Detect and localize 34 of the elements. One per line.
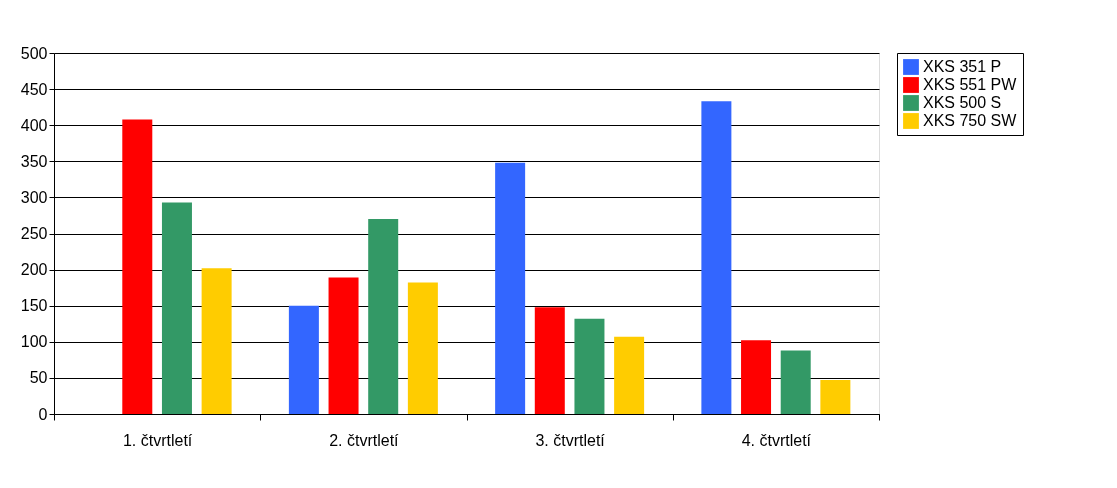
x-tick-label: 4. čtvrtletí [741,431,812,449]
x-tick-label: 1. čtvrtletí [122,431,193,449]
y-tick-label: 500 [20,44,48,62]
bar [122,119,153,414]
bar [780,350,811,414]
bar [368,219,399,414]
bar [741,340,772,414]
bar [534,307,565,414]
y-tick-label: 400 [20,116,48,134]
y-tick-label: 250 [20,225,48,242]
bar [574,318,605,414]
bar [201,268,232,414]
bar [161,202,192,414]
x-tick-label: 2. čtvrtletí [329,431,400,449]
legend-label: XKS 351 P [923,58,1002,75]
bar [328,277,359,414]
y-tick-label: 300 [20,188,48,206]
bar [701,101,732,414]
bar [495,162,526,414]
bar [407,282,438,414]
y-tick-label: 50 [29,369,48,387]
y-tick-label: 450 [20,80,48,98]
bar [614,336,645,414]
x-tick-label: 3. čtvrtletí [535,431,606,449]
bar [288,305,319,414]
legend-label: XKS 500 S [923,94,1002,111]
bar [820,380,851,414]
y-tick-label: 150 [20,297,48,315]
y-tick-label: 350 [20,152,48,170]
y-tick-label: 0 [38,405,48,423]
legend-label: XKS 551 PW [923,76,1018,93]
y-tick-label: 200 [20,261,48,279]
y-tick-label: 100 [20,333,48,351]
legend-label: XKS 750 SW [923,112,1018,129]
